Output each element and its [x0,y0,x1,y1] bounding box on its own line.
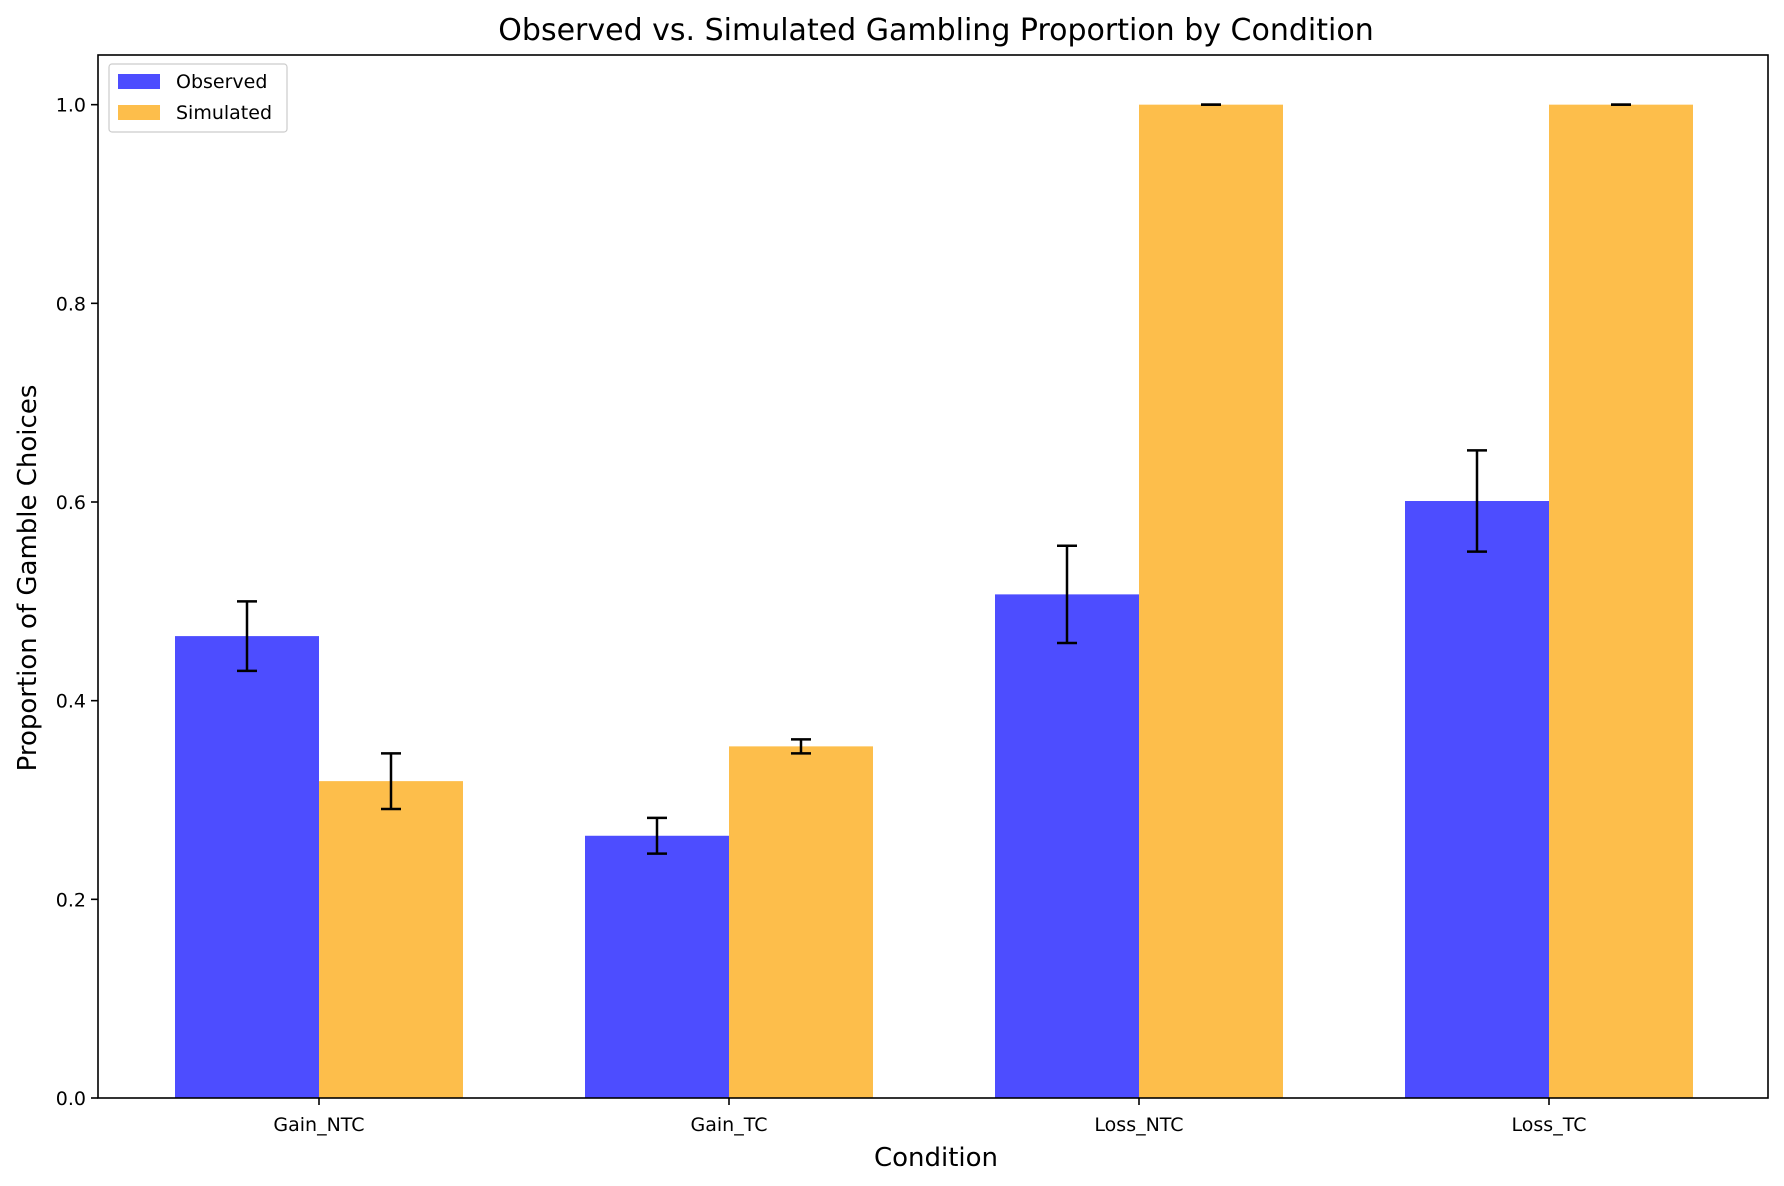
plot-frame [97,54,1769,1099]
x-tick-label: Loss_TC [1512,1114,1587,1136]
y-axis-label: Proportion of Gamble Choices [13,385,43,772]
error-bar [381,752,401,811]
bar-simulated-loss-tc [1549,104,1693,1098]
bar-simulated-gain-tc [729,746,873,1098]
y-tick-label: 0.4 [56,691,86,713]
y-tick-label: 1.0 [56,95,86,117]
x-tick-label: Gain_NTC [273,1114,364,1136]
legend: Observed Simulated [108,63,288,133]
x-tick-label: Loss_NTC [1094,1114,1183,1136]
chart-title: Observed vs. Simulated Gambling Proporti… [498,13,1373,48]
bar-simulated-loss-ntc [1139,104,1283,1098]
error-bar [1467,449,1487,553]
y-tick-label: 0.6 [56,492,86,514]
x-tick-label: Gain_TC [691,1114,768,1136]
x-axis-label: Condition [874,1143,998,1173]
y-tick-label: 0.2 [56,889,86,911]
error-bar [237,600,257,673]
y-tick-label: 0.0 [56,1088,86,1110]
error-bar [647,816,667,855]
legend-label-simulated: Simulated [176,102,272,124]
legend-swatch-observed [118,74,160,89]
plot-area: 0.0 0.2 0.4 0.6 0.8 1.0 Gain_NTC Gain_TC Loss_NT… [56,54,1769,1136]
y-tick-label: 0.8 [56,293,86,315]
bar-observed-gain-tc [585,835,729,1098]
legend-label-observed: Observed [176,71,267,93]
error-bar [791,738,811,755]
bar-observed-loss-ntc [995,594,1139,1098]
bar-observed-gain-ntc [175,636,319,1098]
error-bar [1057,544,1077,645]
bar-simulated-gain-ntc [319,781,463,1098]
bar-observed-loss-tc [1405,501,1549,1098]
legend-swatch-simulated [118,105,160,120]
